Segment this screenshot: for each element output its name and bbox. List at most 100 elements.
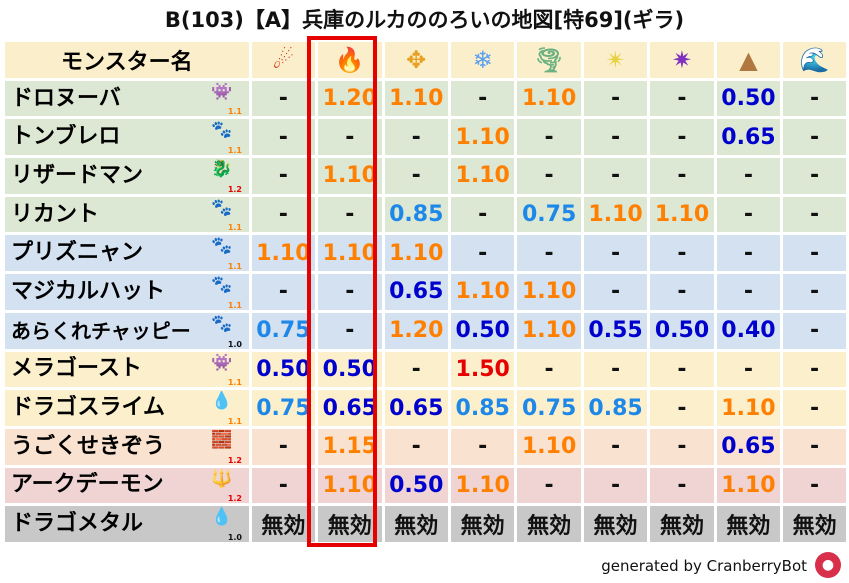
- ghost-icon: 👾: [211, 352, 233, 373]
- resistance-value: -: [650, 235, 714, 272]
- monster-level-sub: 1.2: [227, 184, 242, 194]
- resistance-value: -: [783, 80, 846, 117]
- header-row: モンスター名 ☄ 🔥 ✥ ❄ 🌪 ✴ ✷ ▲ 🌊: [5, 42, 846, 78]
- resistance-value: 0.40: [716, 312, 781, 349]
- header-element-5: ✴: [583, 42, 648, 78]
- resistance-value: -: [450, 428, 515, 465]
- resistance-value: 0.50: [650, 312, 714, 349]
- resistance-value: 1.10: [716, 390, 781, 426]
- demon-trident-icon: 🔱: [211, 468, 233, 489]
- monster-name-cell: プリズニャン 🐾 1.1: [5, 235, 249, 272]
- resistance-value: -: [318, 119, 382, 156]
- resistance-value: 1.10: [318, 467, 382, 504]
- resistance-value: 0.85: [583, 390, 648, 426]
- resistance-value: -: [783, 274, 846, 310]
- resistance-value: 1.10: [716, 467, 781, 504]
- monster-name-cell: リザードマン 🐉 1.2: [5, 158, 249, 194]
- monster-name: リカント: [11, 201, 100, 227]
- resistance-value: -: [583, 158, 648, 194]
- resistance-value: 1.10: [517, 274, 581, 310]
- resistance-value: -: [716, 158, 781, 194]
- paw-icon: 🐾: [211, 236, 233, 257]
- resistance-value: 0.50: [716, 80, 781, 117]
- resistance-value: 1.10: [650, 196, 714, 233]
- monster-level-sub: 1.2: [227, 494, 242, 504]
- resistance-value: -: [517, 467, 581, 504]
- resistance-value: 無効: [517, 506, 581, 542]
- resistance-value: -: [384, 428, 448, 465]
- resistance-value: 1.10: [384, 235, 448, 272]
- monster-level-sub: 1.1: [227, 107, 242, 117]
- resistance-value: -: [384, 351, 448, 388]
- table-row: ドラゴスライム 💧 1.1 0.75 0.65 0.65 0.85 0.75 0.85-1.10…: [5, 390, 846, 426]
- monster-name-cell: メラゴースト 👾 1.1: [5, 351, 249, 388]
- resistance-value: -: [450, 80, 515, 117]
- resistance-value: -: [783, 390, 846, 426]
- resistance-value: 1.20: [384, 312, 448, 349]
- resistance-value: -: [318, 274, 382, 310]
- resistance-value: 0.65: [716, 119, 781, 156]
- monster-name-cell: あらくれチャッピー 🐾 1.0: [5, 312, 249, 349]
- resistance-value: -: [583, 80, 648, 117]
- resistance-value: -: [450, 235, 515, 272]
- resistance-value: -: [583, 467, 648, 504]
- resistance-value: -: [783, 158, 846, 194]
- page-title: B(103)【A】兵庫のルカののろいの地図[特69](ギラ): [164, 8, 685, 32]
- resistance-value: 1.10: [450, 274, 515, 310]
- resistance-value: -: [450, 196, 515, 233]
- resistance-value: -: [384, 119, 448, 156]
- resistance-value: -: [716, 274, 781, 310]
- monster-name: メラゴースト: [11, 356, 142, 382]
- paw-icon: 🐾: [211, 197, 233, 218]
- resistance-value: 1.15: [318, 428, 382, 465]
- resistance-value: 無効: [716, 506, 781, 542]
- monster-name-cell: トンブレロ 🐾 1.1: [5, 119, 249, 156]
- resistance-value: 1.10: [517, 428, 581, 465]
- resistance-value: -: [650, 274, 714, 310]
- resistance-value: -: [716, 196, 781, 233]
- resistance-value: 0.75: [517, 390, 581, 426]
- resistance-value: -: [650, 351, 714, 388]
- monster-name-cell: アークデーモン 🔱 1.2: [5, 467, 249, 504]
- table-row: うごくせきぞう 🧱 1.2-1.15- -1.10- -0.65-: [5, 428, 846, 465]
- resistance-value: -: [583, 235, 648, 272]
- monster-level-sub: 1.1: [227, 416, 242, 426]
- slime-icon: 💧: [211, 391, 233, 412]
- table-row: リカント 🐾 1.1- -0.85-0.75 1.10 1.10- -: [5, 196, 846, 233]
- monster-name: ドラゴメタル: [11, 511, 144, 537]
- monster-name: ドロヌーバ: [11, 85, 121, 111]
- resistance-value: -: [583, 428, 648, 465]
- resistance-value: 0.75: [251, 390, 316, 426]
- monster-level-sub: 1.0: [227, 532, 242, 542]
- resistance-value: 無効: [318, 506, 382, 542]
- paw-icon: 🐾: [211, 275, 233, 296]
- resistance-value: 1.10: [450, 158, 515, 194]
- resistance-value: 0.50: [450, 312, 515, 349]
- resistance-value: 無効: [384, 506, 448, 542]
- resistance-value: 0.65: [384, 390, 448, 426]
- resistance-value: 1.50: [450, 351, 515, 388]
- header-element-8: 🌊: [783, 42, 846, 78]
- resistance-value: 無効: [583, 506, 648, 542]
- resistance-value: -: [783, 235, 846, 272]
- resistance-value: -: [318, 312, 382, 349]
- resistance-table: モンスター名 ☄ 🔥 ✥ ❄ 🌪 ✴ ✷ ▲ 🌊 ドロヌーバ 👾 1.1-1.20 1.10-1.10- -…: [2, 39, 849, 545]
- resistance-value: -: [650, 158, 714, 194]
- resistance-value: -: [650, 390, 714, 426]
- resistance-value: 無効: [783, 506, 846, 542]
- header-element-0: ☄: [251, 42, 316, 78]
- resistance-value: 無効: [251, 506, 316, 542]
- tornado-icon: 🌪: [533, 45, 565, 74]
- header-element-4: 🌪: [517, 42, 581, 78]
- resistance-value: 0.50: [318, 351, 382, 388]
- monster-name-cell: ドラゴメタル 💧 1.0: [5, 506, 249, 542]
- monster-level-sub: 1.1: [227, 146, 242, 156]
- monster-name: リザードマン: [11, 162, 144, 188]
- table-row: ドロヌーバ 👾 1.1-1.20 1.10-1.10- -0.50-: [5, 80, 846, 117]
- monster-level-sub: 1.1: [227, 223, 242, 233]
- resistance-value: -: [517, 158, 581, 194]
- resistance-value: 無効: [650, 506, 714, 542]
- paw-icon: 🐾: [211, 120, 233, 141]
- table-row: リザードマン 🐉 1.2-1.10-1.10- - - - -: [5, 158, 846, 194]
- monster-name: アークデーモン: [11, 472, 164, 498]
